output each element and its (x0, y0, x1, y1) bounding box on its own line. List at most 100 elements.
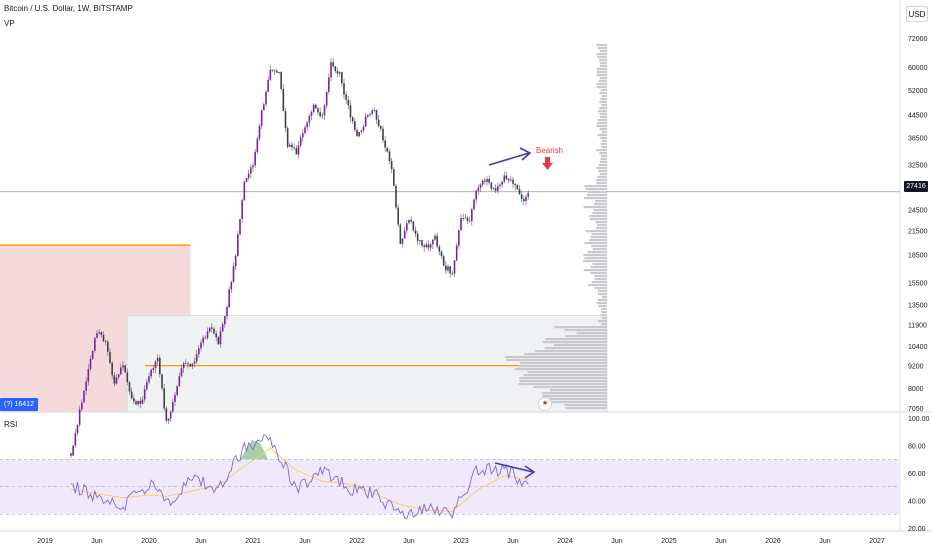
candle-body (172, 402, 174, 412)
candle-body (161, 374, 163, 388)
volume-profile-bar (600, 50, 607, 52)
candle-body (257, 139, 259, 152)
volume-profile-bar (599, 92, 607, 94)
candle-body (484, 181, 486, 182)
currency-button[interactable]: USD (906, 6, 928, 22)
price-tick-label: 72000 (908, 36, 928, 43)
candle-body (287, 128, 289, 147)
candle-body (471, 209, 473, 221)
candle-body (322, 115, 324, 116)
candle-body (248, 174, 250, 178)
candle-body (90, 359, 92, 369)
volume-profile-bar (598, 170, 607, 172)
candle-body (391, 161, 393, 169)
candle-body (133, 398, 135, 401)
volume-profile-bar (588, 284, 607, 286)
candle-body (209, 328, 211, 332)
rsi-tick-label: 20.00 (908, 526, 926, 533)
candle-body (428, 244, 430, 247)
candle-body (460, 218, 462, 230)
candle-body (508, 179, 510, 180)
candle-body (276, 71, 278, 73)
price-tick-label: 52000 (908, 88, 928, 95)
candle-body (235, 256, 237, 266)
price-tick-label: 32500 (908, 163, 928, 170)
volume-profile-bar (506, 359, 607, 361)
volume-profile-bar (592, 263, 607, 265)
volume-profile-bar (598, 293, 607, 295)
time-tick-label: Jun (299, 538, 310, 545)
candle-body (220, 332, 222, 345)
volume-profile-bar (505, 356, 607, 358)
candle-body (406, 223, 408, 230)
candle-body (324, 106, 326, 116)
candle-body (174, 395, 176, 402)
volume-profile-bar (592, 281, 607, 283)
candle-body (354, 121, 356, 130)
volume-profile-bar (535, 350, 607, 352)
candle-body (445, 266, 447, 271)
candle-body (183, 364, 185, 369)
volume-profile-bar (601, 104, 607, 106)
candle-body (283, 89, 285, 111)
candle-body (146, 382, 148, 389)
volume-profile-bar (565, 335, 607, 337)
price-tick-label: 9200 (908, 364, 924, 371)
candle-body (254, 152, 256, 165)
candle-body (363, 126, 365, 130)
candle-body (202, 338, 204, 343)
volume-profile-bar (519, 377, 607, 379)
candle-body (293, 147, 295, 148)
volume-profile-bar (547, 401, 607, 403)
us-flag-icon[interactable]: ★ (538, 397, 552, 411)
candle-body (285, 111, 287, 128)
candle-body (311, 112, 313, 116)
volume-profile-bar (591, 266, 607, 268)
volume-profile-bar (602, 140, 607, 142)
candle-body (211, 328, 213, 329)
candle-body (107, 342, 109, 352)
volume-profile-bar (518, 365, 607, 367)
price-tick-label: 8000 (908, 386, 924, 393)
time-tick-label: Jun (611, 538, 622, 545)
volume-profile-bar (598, 320, 607, 322)
volume-profile-bar (598, 47, 607, 49)
candle-body (447, 266, 449, 270)
volume-profile-bar (598, 299, 607, 301)
candle-body (369, 114, 371, 115)
candle-body (213, 329, 215, 334)
candle-body (495, 188, 497, 191)
candle-body (410, 220, 412, 222)
candle-body (358, 132, 360, 136)
candle-body (127, 373, 129, 382)
volume-profile-bar (597, 134, 607, 136)
candle-body (270, 70, 272, 80)
candle-body (96, 333, 98, 338)
volume-profile-bar (600, 77, 607, 79)
candle-body (332, 62, 334, 66)
volume-profile-bar (594, 203, 607, 205)
candle-body (527, 193, 529, 197)
volume-profile-bar (590, 218, 607, 220)
time-tick-label: Jun (819, 538, 830, 545)
volume-profile-badge[interactable]: (?) 16412 (0, 398, 38, 411)
volume-profile-bar (518, 383, 607, 385)
candle-body (497, 186, 499, 191)
candle-body (408, 220, 410, 224)
volume-profile-bar (595, 287, 607, 289)
candle-body (443, 256, 445, 265)
volume-profile-bar (596, 149, 607, 151)
candle-body (361, 131, 363, 132)
time-tick-label: 2025 (661, 538, 677, 545)
candle-body (111, 363, 113, 375)
volume-profile-bar (589, 215, 607, 217)
volume-profile-bar (597, 74, 607, 76)
price-tick-label: 38500 (908, 136, 928, 143)
candle-body (289, 145, 291, 147)
candle-body (155, 361, 157, 368)
volume-profile-bar (599, 59, 607, 61)
candle-body (124, 365, 126, 372)
volume-profile-bar (600, 65, 607, 67)
candle-body (77, 425, 79, 434)
